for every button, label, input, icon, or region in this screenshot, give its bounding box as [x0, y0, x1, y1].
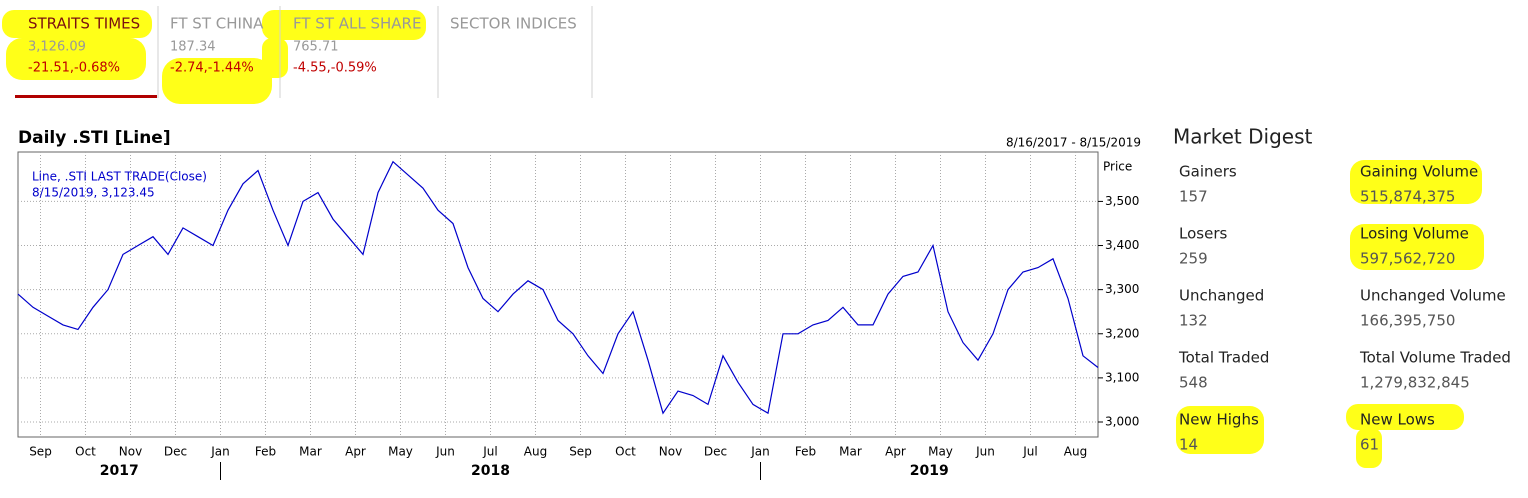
x-tick-label: Feb	[795, 445, 816, 459]
x-tick-label: Jan	[750, 445, 770, 459]
x-tick-label: Sep	[569, 445, 592, 459]
highlight	[2, 10, 152, 38]
x-tick-label: Jun	[975, 445, 995, 459]
tab-change: -2.74,-1.44%	[170, 61, 254, 76]
digest-label: Gaining Volume	[1360, 163, 1478, 181]
x-tick-label: May	[928, 445, 953, 459]
y-tick-label: 3,000	[1105, 415, 1139, 429]
tab-change: -21.51,-0.68%	[28, 61, 120, 76]
digest-value: 515,874,375	[1360, 188, 1455, 206]
x-tick-label: Mar	[839, 445, 862, 459]
x-tick-label: Mar	[299, 445, 322, 459]
tab-value: 187.34	[170, 40, 216, 55]
digest-label: Unchanged Volume	[1360, 287, 1506, 305]
legend-text: Line, .STI LAST TRADE(Close)	[32, 170, 207, 184]
digest-label: New Highs	[1179, 411, 1259, 429]
x-tick-label: Sep	[29, 445, 52, 459]
x-tick-label: Jan	[210, 445, 230, 459]
digest-title: Market Digest	[1173, 125, 1312, 149]
digest-value: 1,279,832,845	[1360, 374, 1470, 392]
price-line	[17, 160, 1099, 415]
x-tick-label: Aug	[1064, 445, 1087, 459]
y-tick-label: 3,300	[1105, 282, 1139, 296]
highlight	[6, 38, 146, 80]
year-label: 2017	[100, 463, 139, 479]
plot-area	[17, 151, 1099, 438]
highlights	[2, 10, 1484, 468]
tab-change: -4.55,-0.59%	[293, 61, 377, 76]
digest-value: 14	[1179, 436, 1198, 454]
x-tick-label: Oct	[615, 445, 636, 459]
x-tick-label: Dec	[164, 445, 187, 459]
year-label: 2019	[910, 463, 949, 479]
tab-separators	[157, 6, 593, 98]
x-tick-label: Feb	[255, 445, 276, 459]
x-tick-label: Jul	[1022, 445, 1037, 459]
highlight	[262, 38, 288, 78]
chart-title: Daily .STI [Line]	[18, 128, 171, 148]
digest-value: 157	[1179, 188, 1208, 206]
tab-value: 3,126.09	[28, 40, 86, 55]
x-tick-label: May	[388, 445, 413, 459]
highlight	[1346, 404, 1464, 430]
digest-label: Total Traded	[1178, 349, 1269, 367]
y-tick-label: 3,200	[1105, 326, 1139, 340]
highlight	[262, 10, 426, 40]
digest-label: New Lows	[1360, 411, 1435, 429]
x-tick-label: Nov	[659, 445, 682, 459]
highlight	[1350, 224, 1484, 270]
digest-value: 259	[1179, 250, 1208, 268]
y-tick-label: 3,100	[1105, 370, 1139, 384]
highlight	[162, 58, 272, 104]
digest-label: Unchanged	[1179, 287, 1264, 305]
x-tick-label: Dec	[704, 445, 727, 459]
x-tick-label: Oct	[75, 445, 96, 459]
y-axis-label: Price	[1103, 160, 1132, 174]
digest-value: 132	[1179, 312, 1208, 330]
tab-value: 765.71	[293, 40, 339, 55]
tab-name[interactable]: FT ST CHINA	[170, 15, 264, 33]
x-tick-label: Nov	[119, 445, 142, 459]
digest-value: 61	[1360, 436, 1379, 454]
digest-label: Gainers	[1179, 163, 1237, 181]
active-tab-underline	[15, 95, 157, 98]
digest-label: Losers	[1179, 225, 1227, 243]
highlight	[1356, 428, 1382, 468]
digest-value: 166,395,750	[1360, 312, 1455, 330]
year-label: 2018	[471, 463, 510, 479]
digest-value: 548	[1179, 374, 1208, 392]
x-tick-label: Apr	[885, 445, 906, 459]
digest-label: Total Volume Traded	[1359, 349, 1511, 367]
y-tick-label: 3,400	[1105, 238, 1139, 252]
legend-text: 8/15/2019, 3,123.45	[32, 186, 155, 200]
x-tick-label: Apr	[345, 445, 366, 459]
y-tick-label: 3,500	[1105, 194, 1139, 208]
tab-name[interactable]: FT ST ALL SHARE	[293, 15, 421, 33]
x-tick-label: Jun	[435, 445, 455, 459]
highlight	[1350, 160, 1482, 204]
digest-label: Losing Volume	[1360, 225, 1469, 243]
x-tick-label: Jul	[482, 445, 497, 459]
date-range: 8/16/2017 - 8/15/2019	[1006, 136, 1141, 150]
x-tick-label: Aug	[524, 445, 547, 459]
highlight	[1176, 406, 1264, 454]
digest-value: 597,562,720	[1360, 250, 1455, 268]
tab-name[interactable]: SECTOR INDICES	[450, 15, 577, 33]
tab-name[interactable]: STRAITS TIMES	[28, 15, 140, 33]
